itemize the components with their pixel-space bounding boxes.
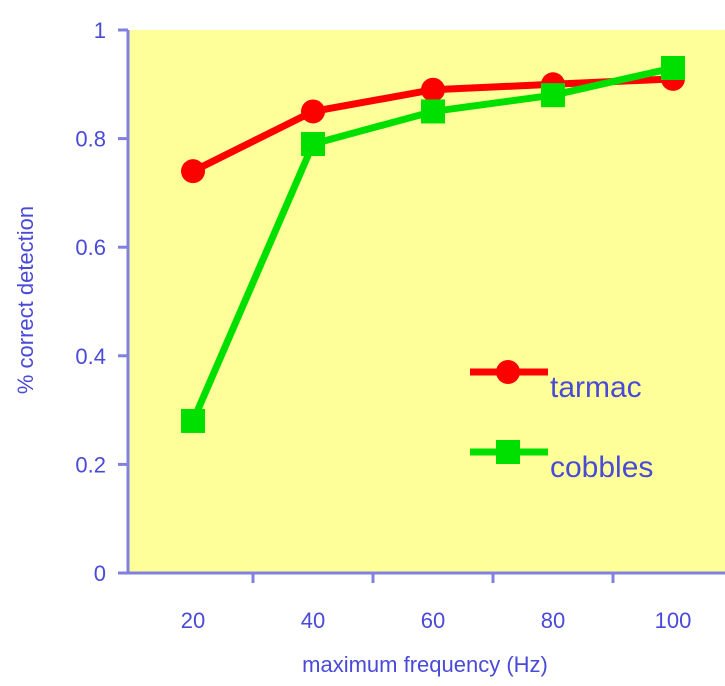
data-point	[301, 132, 325, 157]
series-cobbles	[181, 56, 685, 433]
legend-label: cobbles	[550, 451, 653, 484]
y-tick-label: 0.2	[75, 452, 106, 477]
series-layer	[181, 56, 685, 433]
x-tick-label: 20	[181, 608, 205, 633]
y-tick-label: 0.6	[75, 235, 106, 260]
x-tick-label: 80	[541, 608, 565, 633]
legend-item-tarmac: tarmac	[470, 360, 642, 404]
data-point	[181, 159, 205, 184]
data-point	[661, 56, 685, 81]
data-point	[301, 99, 325, 124]
x-axis: 20 40 60 80 100	[128, 571, 725, 633]
x-tick-label: 100	[655, 608, 692, 633]
x-axis-title: maximum frequency (Hz)	[302, 652, 548, 677]
data-point	[541, 83, 565, 108]
y-axis: 0 0.2 0.4 0.6 0.8 1	[75, 18, 130, 586]
y-tick-label: 0.4	[75, 344, 106, 369]
legend-label: tarmac	[550, 371, 642, 404]
legend: tarmac cobbles	[470, 360, 653, 484]
legend-marker	[496, 440, 520, 464]
data-point	[421, 77, 445, 102]
y-tick-label: 0.8	[75, 127, 106, 152]
y-tick-label: 1	[94, 18, 106, 43]
data-point	[181, 408, 205, 433]
x-tick-label: 40	[301, 608, 325, 633]
x-tick-label: 60	[421, 608, 445, 633]
legend-item-cobbles: cobbles	[470, 440, 653, 484]
y-axis-title: % correct detection	[13, 206, 38, 394]
data-point	[421, 99, 445, 124]
legend-marker	[496, 360, 520, 384]
y-tick-label: 0	[94, 561, 106, 586]
